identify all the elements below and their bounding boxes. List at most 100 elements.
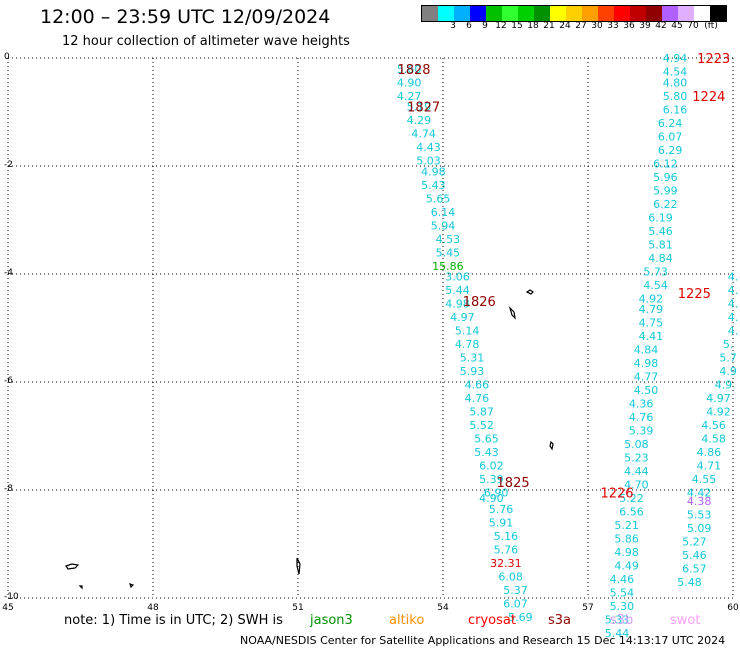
y-tick-label: -4 — [4, 268, 13, 278]
legend-label: 21 — [543, 21, 555, 31]
wave-height-value: 5.99 — [653, 184, 678, 197]
wave-height-value: 4.97 — [706, 392, 731, 405]
wave-height-value: 6.16 — [663, 103, 688, 116]
wave-height-value: 5.09 — [687, 522, 712, 535]
wave-height-value: 6.56 — [619, 506, 644, 519]
y-tick-label: -8 — [4, 484, 13, 494]
wave-height-value: 4.79 — [639, 303, 664, 316]
time-label: 1225 — [678, 287, 711, 302]
wave-height-value: 5.65 — [474, 433, 499, 446]
legend-swatch — [550, 6, 566, 21]
wave-height-value: 4.80 — [663, 76, 688, 89]
y-tick-label: -6 — [4, 376, 13, 386]
island-outline — [296, 557, 301, 575]
island-outline — [129, 583, 135, 589]
wave-height-value: 4.43 — [416, 141, 441, 154]
wave-height-value: 5.03 — [416, 155, 441, 168]
wave-height-value: 6.90 — [484, 487, 509, 500]
wave-height-value: 5.65 — [426, 192, 451, 205]
wave-height-value: 4. — [728, 271, 739, 284]
wave-height-value: 5.73 — [643, 265, 668, 278]
wave-height-value: 4.9 — [715, 379, 733, 392]
island-outline — [78, 585, 83, 590]
legend-swatch — [630, 6, 646, 21]
legend-swatch — [646, 6, 662, 21]
wave-height-value: 5.76 — [489, 503, 514, 516]
legend-label: 45 — [671, 21, 683, 31]
legend-label: 12 — [495, 21, 507, 31]
wave-height-value: 5.37 — [503, 584, 528, 597]
time-label: 1826 — [463, 295, 496, 310]
legend-label: 24 — [559, 21, 571, 31]
wave-height-value: 3.06 — [445, 271, 470, 284]
wave-height-value: 4.70 — [624, 479, 649, 492]
wave-height-value: 5.33 — [605, 614, 630, 627]
wave-height-value: 4.49 — [614, 560, 639, 573]
wave-height-value: 4.66 — [465, 379, 490, 392]
wave-height-value: 4.92 — [639, 292, 664, 305]
wave-height-value: 5.94 — [431, 219, 456, 232]
wave-height-value: 5.81 — [648, 238, 673, 251]
wave-height-value: 6.14 — [431, 206, 456, 219]
wave-height-value: 5.48 — [677, 576, 702, 589]
wave-height-value: 5.39 — [629, 425, 654, 438]
legend-swatch — [598, 6, 614, 21]
wave-height-value: 5.80 — [663, 90, 688, 103]
time-label: 1828 — [397, 63, 430, 78]
legend-swatch — [502, 6, 518, 21]
color-legend — [421, 5, 727, 22]
wave-height-value: 4.94 — [663, 52, 688, 65]
wave-height-value: 4.74 — [411, 128, 436, 141]
x-tick-label: 60 — [727, 603, 739, 613]
x-tick-label: 51 — [292, 603, 303, 613]
wave-height-value: 4.75 — [639, 317, 664, 330]
wave-height-value: 5.96 — [653, 171, 678, 184]
wave-height-value: 5. — [723, 338, 734, 351]
wave-height-value: 5.43 — [474, 446, 499, 459]
wave-height-value: 5.44 — [605, 627, 630, 640]
island-outline — [65, 563, 80, 570]
legend-swatch — [422, 6, 438, 21]
wave-height-value: 4.98 — [634, 357, 659, 370]
legend-swatch — [534, 6, 550, 21]
x-tick-label: 57 — [582, 603, 593, 613]
wave-height-value: 4. — [728, 325, 739, 338]
legend-label: 42 — [655, 21, 667, 31]
legend-swatch — [518, 6, 534, 21]
wave-height-value: 5.52 — [469, 419, 494, 432]
satellite-legend-jason3: jason3 — [310, 613, 353, 628]
island-outline — [508, 305, 516, 320]
wave-height-value: 4.41 — [639, 330, 664, 343]
legend-swatch — [470, 6, 486, 21]
time-label: 1224 — [692, 90, 725, 105]
wave-height-value: 5.76 — [494, 543, 519, 556]
page-title: 12:00 – 23:59 UTC 12/09/2024 — [40, 6, 331, 28]
legend-swatch — [454, 6, 470, 21]
wave-height-value: 4.78 — [455, 338, 480, 351]
wave-height-value: 5.87 — [469, 406, 494, 419]
wave-height-value: 4.76 — [465, 392, 490, 405]
wave-height-value: 4. — [728, 298, 739, 311]
wave-height-value: 6.07 — [503, 597, 528, 610]
wave-height-value: 5.27 — [682, 535, 707, 548]
wave-height-value: 6.29 — [658, 144, 683, 157]
y-tick-label: -2 — [4, 160, 13, 170]
wave-height-value: 4.98 — [421, 165, 446, 178]
wave-height-value: 4.38 — [687, 495, 712, 508]
wave-height-value: 4.77 — [634, 371, 659, 384]
wave-height-value: 5.60 — [397, 63, 422, 76]
legend-label: 70 — [687, 21, 699, 31]
legend-swatch — [582, 6, 598, 21]
wave-height-value: 15.86 — [432, 260, 464, 273]
wave-height-value: 5.14 — [455, 325, 480, 338]
y-tick-label: -10 — [4, 592, 19, 602]
wave-height-value: 4.76 — [629, 411, 654, 424]
wave-height-value: 5.19 — [407, 101, 432, 114]
wave-height-value: 4.54 — [663, 66, 688, 79]
wave-height-value: 32.31 — [490, 557, 522, 570]
time-label: 1825 — [497, 476, 530, 491]
satellite-legend-swot: swot — [670, 613, 701, 628]
page-subtitle: 12 hour collection of altimeter wave hei… — [62, 34, 350, 49]
legend-swatch — [662, 6, 678, 21]
y-tick-label: 0 — [4, 52, 10, 62]
